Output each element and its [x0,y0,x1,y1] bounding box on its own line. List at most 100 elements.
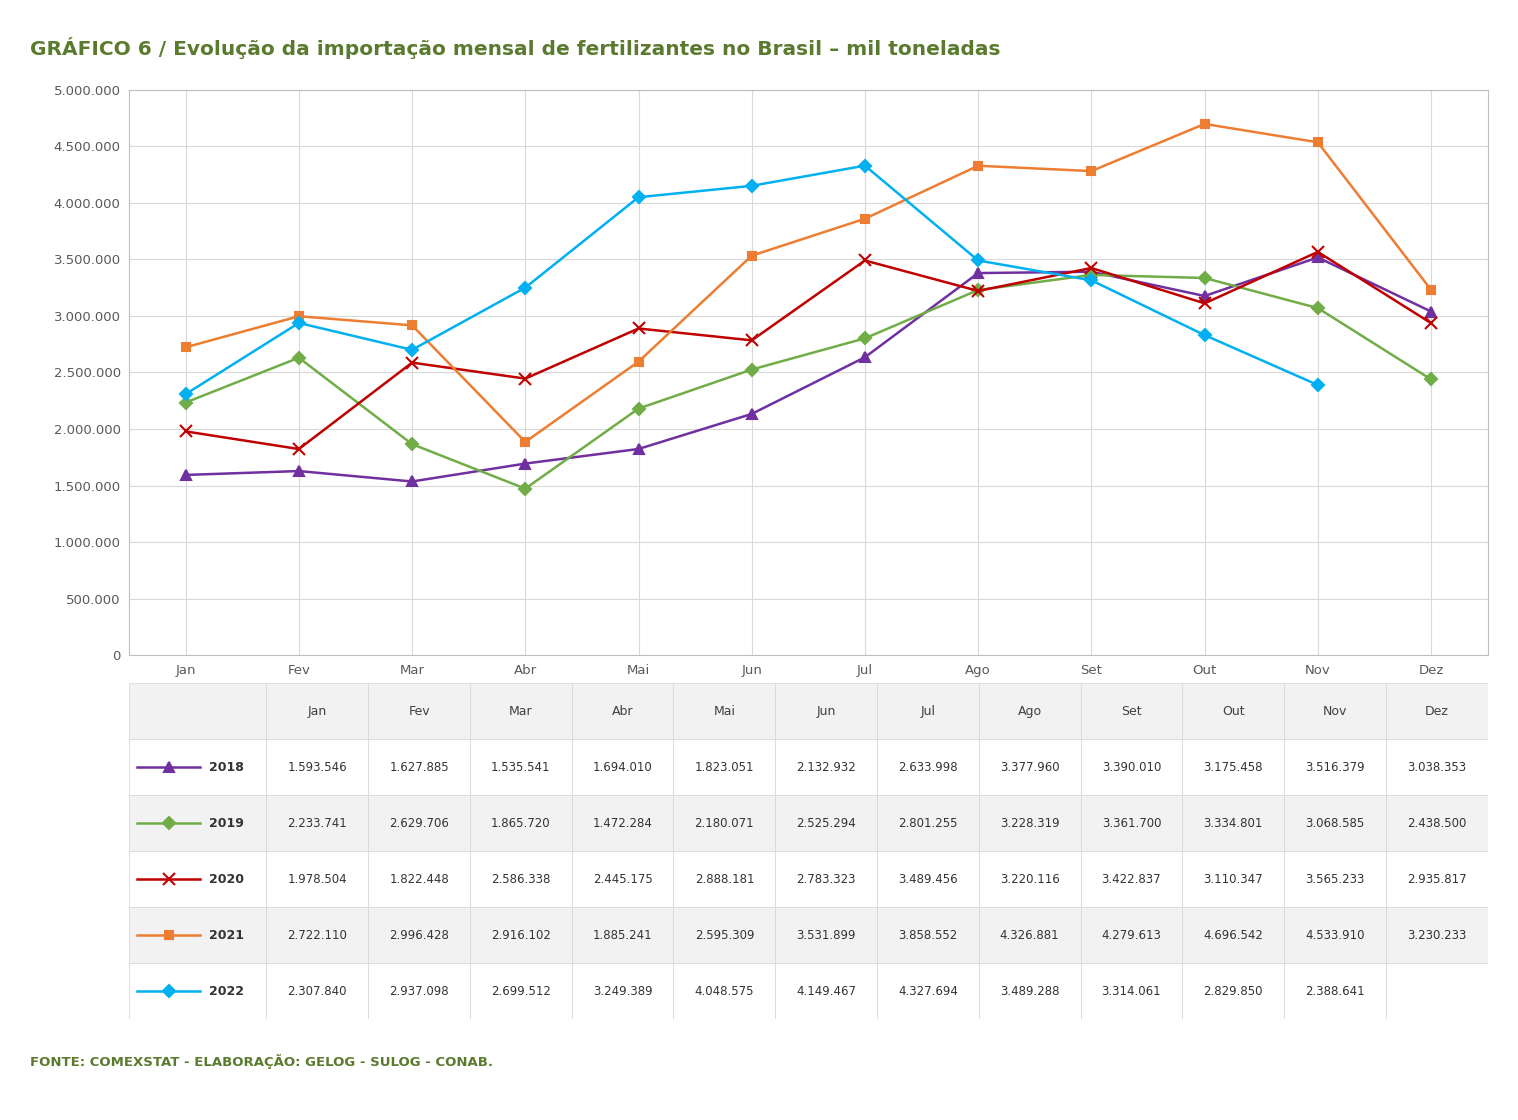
Bar [1386,851,1488,907]
Text: 2.525.294: 2.525.294 [797,816,856,830]
Bar [674,907,776,963]
Text: Mai: Mai [713,704,735,718]
Bar [1081,907,1183,963]
Bar [877,963,979,1019]
Bar [674,851,776,907]
Bar [877,907,979,963]
Text: 3.858.552: 3.858.552 [899,928,958,942]
Bar [979,739,1081,795]
Bar [877,851,979,907]
Bar [877,739,979,795]
Text: 2.699.512: 2.699.512 [490,984,551,998]
Text: 2.937.098: 2.937.098 [389,984,449,998]
Bar [369,683,471,739]
Text: Jul: Jul [920,704,935,718]
Text: 3.361.700: 3.361.700 [1102,816,1161,830]
Bar [129,739,267,795]
Text: 2.586.338: 2.586.338 [492,872,551,886]
Text: 3.531.899: 3.531.899 [797,928,856,942]
Text: 3.068.585: 3.068.585 [1305,816,1365,830]
Text: 4.533.910: 4.533.910 [1305,928,1365,942]
Bar [572,907,674,963]
Text: 4.327.694: 4.327.694 [899,984,958,998]
Text: 3.489.456: 3.489.456 [899,872,958,886]
Bar [267,739,369,795]
Text: Nov: Nov [1322,704,1346,718]
Bar [267,683,369,739]
Text: Ago: Ago [1017,704,1041,718]
Text: 2019: 2019 [208,816,243,830]
Bar [267,851,369,907]
Text: 3.377.960: 3.377.960 [1000,760,1060,774]
Bar [1386,683,1488,739]
Text: 2.180.071: 2.180.071 [695,816,754,830]
Bar [129,907,267,963]
Bar [877,683,979,739]
Text: 2.801.255: 2.801.255 [899,816,958,830]
Text: 2.388.641: 2.388.641 [1305,984,1365,998]
Bar [471,739,572,795]
Text: 2.996.428: 2.996.428 [389,928,449,942]
Text: 3.489.288: 3.489.288 [1000,984,1060,998]
Text: 1.865.720: 1.865.720 [490,816,551,830]
Text: 3.314.061: 3.314.061 [1102,984,1161,998]
Text: GRÁFICO 6 / Evolução da importação mensal de fertilizantes no Brasil – mil tonel: GRÁFICO 6 / Evolução da importação mensa… [30,37,1000,59]
Text: 2.307.840: 2.307.840 [287,984,348,998]
Text: 1.978.504: 1.978.504 [287,872,348,886]
Text: 3.110.347: 3.110.347 [1204,872,1263,886]
Text: 2.916.102: 2.916.102 [490,928,551,942]
Text: 2020: 2020 [208,872,244,886]
Text: Abr: Abr [612,704,633,718]
Bar [471,795,572,851]
Text: 3.249.389: 3.249.389 [594,984,653,998]
Text: 3.422.837: 3.422.837 [1102,872,1161,886]
Text: 1.593.546: 1.593.546 [287,760,348,774]
Bar [1183,739,1284,795]
Bar [267,907,369,963]
Bar [572,739,674,795]
Text: 3.175.458: 3.175.458 [1204,760,1263,774]
Text: Jan: Jan [308,704,326,718]
Text: 3.334.801: 3.334.801 [1204,816,1263,830]
Text: 4.048.575: 4.048.575 [695,984,754,998]
Text: Jun: Jun [817,704,836,718]
Bar [471,907,572,963]
Bar [1081,795,1183,851]
Bar [129,795,267,851]
Bar [471,963,572,1019]
Bar [776,907,877,963]
Text: 2.438.500: 2.438.500 [1407,816,1466,830]
Text: 3.038.353: 3.038.353 [1407,760,1466,774]
Text: 2.722.110: 2.722.110 [287,928,348,942]
Text: 1.472.284: 1.472.284 [592,816,653,830]
Bar [1284,963,1386,1019]
Bar [776,851,877,907]
Text: 3.565.233: 3.565.233 [1305,872,1365,886]
Text: 2.445.175: 2.445.175 [592,872,653,886]
Bar [1386,963,1488,1019]
Text: 1.822.448: 1.822.448 [389,872,449,886]
Text: 2022: 2022 [208,984,244,998]
Text: 3.230.233: 3.230.233 [1407,928,1466,942]
Text: 1.885.241: 1.885.241 [594,928,653,942]
Bar [369,739,471,795]
Bar [979,683,1081,739]
Bar [1183,795,1284,851]
Text: Fev: Fev [408,704,430,718]
Bar [776,963,877,1019]
Text: 3.220.116: 3.220.116 [1000,872,1060,886]
Bar [369,907,471,963]
Bar [1081,683,1183,739]
Bar [1386,907,1488,963]
Text: 2.633.998: 2.633.998 [899,760,958,774]
Bar [1284,683,1386,739]
Bar [674,795,776,851]
Text: 1.823.051: 1.823.051 [695,760,754,774]
Text: 2.233.741: 2.233.741 [287,816,348,830]
Text: 2.783.323: 2.783.323 [797,872,856,886]
Bar [471,683,572,739]
Text: 2.595.309: 2.595.309 [695,928,754,942]
Bar [471,851,572,907]
Bar [572,851,674,907]
Bar [674,739,776,795]
